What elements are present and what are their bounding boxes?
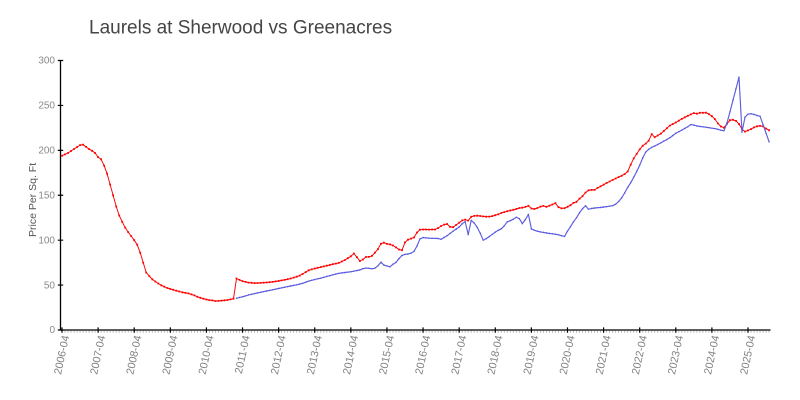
- svg-text:300: 300: [38, 56, 55, 67]
- svg-text:150: 150: [38, 190, 55, 201]
- svg-text:100: 100: [38, 235, 55, 246]
- svg-text:50: 50: [44, 280, 56, 291]
- svg-text:250: 250: [38, 101, 55, 112]
- svg-text:Laurels at Sherwood vs Greenac: Laurels at Sherwood vs Greenacres: [89, 18, 392, 39]
- svg-text:Price Per Sq. Ft: Price Per Sq. Ft: [27, 163, 39, 237]
- svg-text:200: 200: [38, 146, 55, 157]
- svg-text:0: 0: [49, 325, 55, 336]
